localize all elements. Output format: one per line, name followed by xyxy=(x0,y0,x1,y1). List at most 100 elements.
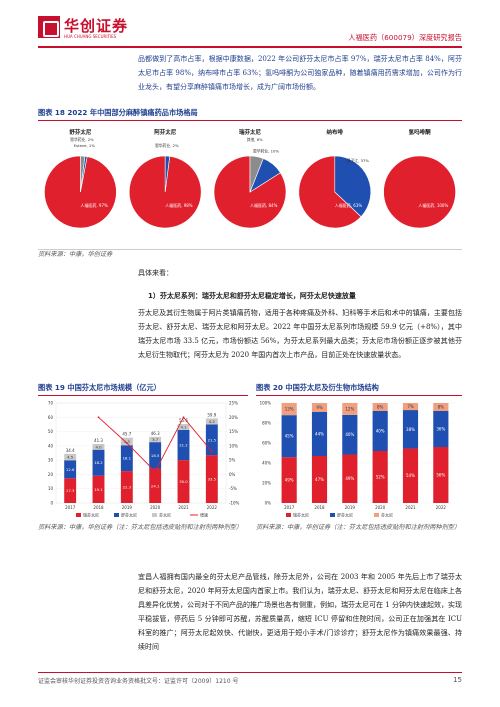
pie-label: 扬子江, 37% xyxy=(347,158,370,163)
legend-swatch xyxy=(114,513,119,517)
pie-label: 人福医药, 98% xyxy=(165,202,193,208)
y-tick-label: 80% xyxy=(262,421,271,426)
bar-segment xyxy=(205,455,218,503)
bar-segment xyxy=(402,410,419,449)
legend-label: 增速 xyxy=(200,512,208,518)
bar-segment xyxy=(120,437,133,446)
data-label: 21.5 xyxy=(208,437,217,442)
data-label: 3.7 xyxy=(152,437,159,442)
fentanyl-paragraph: 芬太尼及其衍生物属于阿片类镇痛药物，适用于各种疼痛及外科、妇科等手术后和术中的镇… xyxy=(138,309,462,359)
y-tick-label: 20% xyxy=(262,481,271,486)
data-label: 4.1 xyxy=(180,424,187,429)
y-tick-label: 40% xyxy=(262,461,271,466)
y-tick-label: 100% xyxy=(260,401,272,406)
bar-segment xyxy=(281,457,297,503)
data-label: 49% xyxy=(285,478,294,483)
data-label: 8% xyxy=(438,405,445,410)
footer-divider xyxy=(38,672,462,673)
y2-tick-label: 0% xyxy=(229,472,236,477)
total-label: 34.4 xyxy=(66,448,75,453)
x-tick-label: 2017 xyxy=(284,505,295,510)
legend-label: 芬太尼 xyxy=(381,512,393,518)
pie-label: 恩华药业, 10% xyxy=(253,149,279,154)
x-tick-label: 2021 xyxy=(405,505,416,510)
y-tick-label: 50 xyxy=(48,429,54,434)
section-lead: 具体来看： xyxy=(138,269,173,277)
bar-segment xyxy=(372,411,388,451)
x-tick-label: 2018 xyxy=(93,505,104,510)
figure-20-rule xyxy=(256,395,462,396)
pie-slice xyxy=(164,155,171,193)
bar-segment xyxy=(120,445,133,472)
data-label: 13% xyxy=(285,407,294,412)
bar-segment xyxy=(281,415,297,458)
y-tick-label: 10 xyxy=(48,486,54,491)
data-label: 40% xyxy=(376,429,385,434)
data-label: 36% xyxy=(436,427,445,432)
legend-label: 舒芬太尼 xyxy=(121,512,137,518)
y-tick-label: 40 xyxy=(48,443,54,448)
logo-text: 华创证券 xyxy=(64,17,129,35)
legend-swatch xyxy=(374,513,379,517)
y-tick-label: 0 xyxy=(50,501,53,506)
data-label: 33.5 xyxy=(208,477,217,482)
y-tick-label: 0% xyxy=(265,501,272,506)
legend-label: 舒芬太尼 xyxy=(337,512,353,518)
pie-label: 其他, 6% xyxy=(247,137,263,142)
data-label: 24.1 xyxy=(151,483,160,488)
bar-segment xyxy=(64,453,77,461)
data-label: 52% xyxy=(376,475,385,480)
pie-label: 人福医药, 97% xyxy=(80,202,108,208)
pie-slice xyxy=(334,155,372,218)
pipeline-paragraph: 宜昌人福拥有国内最全的芬太尼产品管线，除芬太尼外，公司在 2003 年和 200… xyxy=(138,573,462,651)
data-label: 4.2 xyxy=(209,419,216,424)
data-label: 38% xyxy=(406,427,415,432)
pie-title: 阿芬太尼 xyxy=(154,128,177,136)
data-label: 8% xyxy=(377,405,384,410)
plot-area xyxy=(55,402,227,504)
data-label: 22.3 xyxy=(123,485,132,490)
data-label: 19.1 xyxy=(94,487,103,492)
data-label: 4.0 xyxy=(95,444,102,449)
data-label: 21.2 xyxy=(179,443,188,448)
data-label: 18.2 xyxy=(94,460,103,465)
x-tick-label: 2018 xyxy=(314,505,325,510)
intro-paragraph: 品都做到了高市占率，根据中康数据，2022 年公司舒芬太尼市占率 97%，瑞芬太… xyxy=(138,55,462,91)
bar-segment xyxy=(342,403,358,415)
bar-segment xyxy=(433,411,449,447)
data-label: 30.0 xyxy=(179,479,188,484)
y2-tick-label: 5% xyxy=(229,458,236,463)
total-label: 46.3 xyxy=(151,431,160,436)
pie-slice xyxy=(298,155,362,229)
pie-title: 纳布啡 xyxy=(327,128,344,136)
legend-label: 瑞芬太尼 xyxy=(83,512,99,518)
growth-point xyxy=(210,450,213,453)
legend-swatch xyxy=(330,513,335,517)
bar-segment xyxy=(372,451,388,503)
total-label: 59.9 xyxy=(207,412,216,417)
bar-segment xyxy=(342,454,358,503)
figure-20-chart: 0% 20% 40% 60% 80% 100% 49% 45% 13% 2017 47% 44% 9% 2… xyxy=(260,401,456,518)
pie-label: 恩华药业, 2% xyxy=(70,137,94,142)
data-label: 47% xyxy=(315,477,324,482)
bar-segment xyxy=(92,444,105,450)
logo-mark-icon xyxy=(38,16,60,38)
bar-segment xyxy=(402,403,419,411)
figure-19-source: 资料来源：中康，华创证券（注：芬太尼包括透皮贴剂和注射剂两种剂型） xyxy=(38,524,243,531)
legend-swatch xyxy=(76,513,81,517)
pie-slice xyxy=(80,155,86,193)
data-label: 49% xyxy=(345,476,354,481)
bar-segment xyxy=(177,424,190,430)
y-tick-label: 60% xyxy=(262,441,271,446)
data-label: 4.5 xyxy=(67,455,74,460)
bar-segment xyxy=(281,403,297,416)
y2-tick-label: 15% xyxy=(229,429,238,434)
bar-segment xyxy=(402,448,419,503)
y2-tick-label: -10% xyxy=(229,501,240,506)
section-heading: 1）芬太尼系列：瑞芬太尼和舒芬太尼稳定增长，阿芬太尼快速放量 xyxy=(148,292,356,300)
bar-segment xyxy=(64,460,77,479)
x-tick-label: 2017 xyxy=(65,505,76,510)
bar-segment xyxy=(149,468,162,503)
y2-tick-label: 25% xyxy=(229,401,238,406)
growth-point xyxy=(97,416,100,419)
